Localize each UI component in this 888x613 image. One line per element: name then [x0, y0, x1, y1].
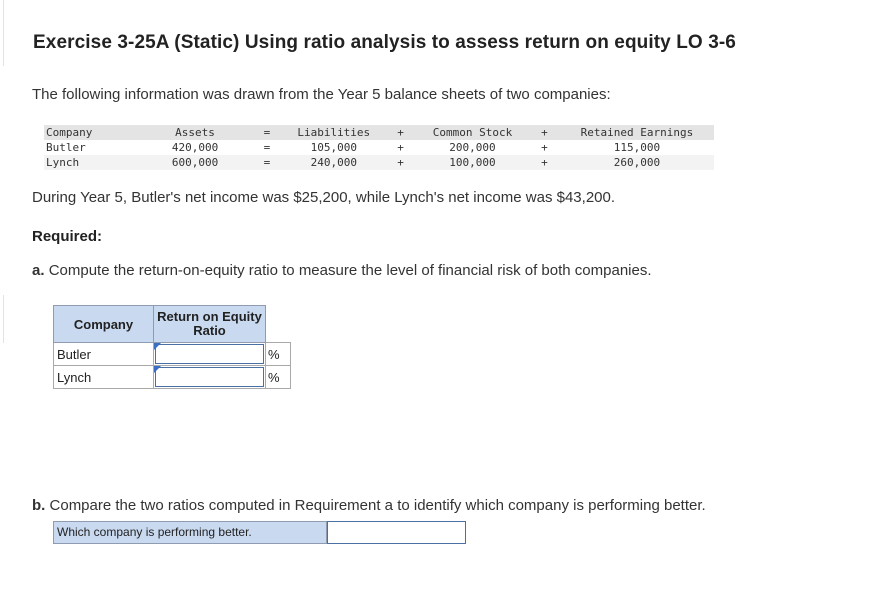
row-common-stock: 100,000: [415, 155, 529, 170]
left-edge-divider: [0, 0, 4, 66]
row-company: Lynch: [44, 155, 139, 170]
header-company: Company: [44, 125, 139, 140]
row-retained-earnings: 115,000: [613, 141, 661, 154]
roe-row-name: Lynch: [53, 365, 154, 389]
roe-unit: %: [265, 365, 291, 389]
part-b-question: b. Compare the two ratios computed in Re…: [32, 497, 706, 514]
which-company-label: Which company is performing better.: [53, 521, 327, 544]
balance-sheet-table: Company Assets = Liabilities + Common St…: [44, 125, 714, 170]
header-operator: +: [385, 125, 416, 140]
roe-row-butler: Butler %: [53, 342, 291, 366]
row-operator: +: [397, 141, 404, 154]
intro-text: The following information was drawn from…: [32, 86, 611, 103]
row-common-stock: 200,000: [449, 141, 496, 154]
header-retained-earnings: Retained Earnings: [559, 125, 714, 140]
part-a-text: Compute the return-on-equity ratio to me…: [48, 262, 652, 279]
roe-header-spacer: [266, 306, 291, 343]
which-company-input[interactable]: [327, 521, 466, 544]
row-operator: +: [541, 141, 548, 154]
row-company: Butler: [46, 141, 86, 154]
row-operator: =: [251, 155, 283, 170]
roe-row-lynch: Lynch %: [53, 365, 291, 389]
page-title: Exercise 3-25A (Static) Using ratio anal…: [33, 32, 736, 53]
row-operator: =: [263, 141, 271, 154]
row-assets: 420,000: [171, 141, 219, 154]
roe-header-company: Company: [53, 305, 154, 343]
header-operator: +: [529, 125, 560, 140]
input-corner-marker: [154, 366, 161, 373]
roe-header-ratio-line1: Return on Equity: [157, 309, 262, 324]
required-heading: Required:: [32, 228, 103, 245]
header-liabilities: Liabilities: [282, 125, 386, 140]
roe-header-ratio-line2: Ratio: [193, 323, 226, 338]
part-a-question: a. Compute the return-on-equity ratio to…: [32, 262, 652, 279]
row-liabilities: 240,000: [282, 155, 386, 170]
row-liabilities: 105,000: [310, 141, 357, 154]
row-operator: +: [529, 155, 560, 170]
row-assets: 600,000: [138, 155, 252, 170]
row-operator: +: [385, 155, 416, 170]
input-corner-marker: [154, 343, 161, 350]
left-edge-divider: [0, 295, 4, 343]
which-company-row: Which company is performing better.: [53, 521, 466, 544]
roe-row-name: Butler: [53, 342, 154, 366]
roe-unit: %: [265, 342, 291, 366]
part-b-text: Compare the two ratios computed in Requi…: [49, 497, 706, 514]
part-a-letter: a.: [32, 262, 45, 279]
header-common-stock: Common Stock: [415, 125, 529, 140]
roe-answer-table: Company Return on Equity Ratio Butler % …: [53, 305, 291, 389]
roe-input-butler[interactable]: [155, 344, 264, 364]
roe-header-row: Company Return on Equity Ratio: [53, 305, 291, 343]
header-operator: =: [251, 125, 283, 140]
roe-input-cell: [153, 342, 266, 366]
header-assets: Assets: [138, 125, 252, 140]
roe-input-cell: [153, 365, 266, 389]
row-retained-earnings: 260,000: [559, 155, 714, 170]
part-b-letter: b.: [32, 497, 46, 514]
net-income-text: During Year 5, Butler's net income was $…: [32, 189, 616, 206]
balance-sheet-row-lynch: Lynch 600,000 = 240,000 + 100,000 + 260,…: [44, 155, 714, 170]
roe-input-lynch[interactable]: [155, 367, 264, 387]
balance-sheet-row-butler: Butler 420,000 = 105,000 + 200,000 + 115…: [44, 140, 714, 155]
balance-sheet-header-row: Company Assets = Liabilities + Common St…: [44, 125, 714, 140]
roe-header-ratio: Return on Equity Ratio: [153, 305, 266, 343]
